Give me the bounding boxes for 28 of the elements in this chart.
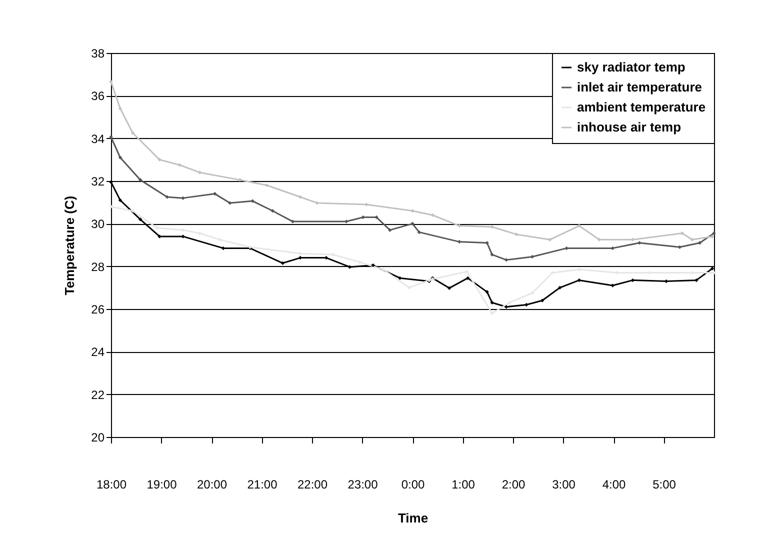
y-tick-label: 38 [91,46,105,60]
x-tick-label: 1:00 [452,478,476,492]
y-axis-title: Temperature (C) [62,196,78,296]
x-tick-label: 18:00 [96,478,127,492]
y-tick-label: 24 [91,345,105,360]
x-tick-label: 21:00 [247,478,278,492]
x-tick-label: 20:00 [196,478,228,492]
x-tick-label: 0:00 [401,478,425,492]
x-tick-label: 3:00 [552,478,576,492]
y-tick-label: 36 [91,89,105,104]
x-tick-label: 23:00 [348,478,378,492]
x-tick-label: 5:00 [652,478,676,492]
x-tick-label: 22:00 [297,478,328,492]
y-tick-label: 28 [91,260,105,274]
y-tick-label: 22 [91,388,105,402]
legend-label: sky radiator temp [577,60,686,74]
y-tick-label: 20 [91,430,105,444]
legend-label: ambient temperature [577,100,706,114]
y-tick-label: 26 [91,302,105,316]
y-tick-label: 32 [91,174,105,188]
x-tick-label: 19:00 [146,478,178,492]
legend-label: inhouse air temp [577,120,682,134]
x-axis-title: Time [398,510,428,526]
x-tick-label: 4:00 [602,478,626,492]
x-tick-label: 2:00 [502,478,526,492]
y-tick-label: 34 [91,132,105,146]
legend-label: inlet air temperature [577,80,702,94]
y-tick-label: 30 [91,217,105,232]
